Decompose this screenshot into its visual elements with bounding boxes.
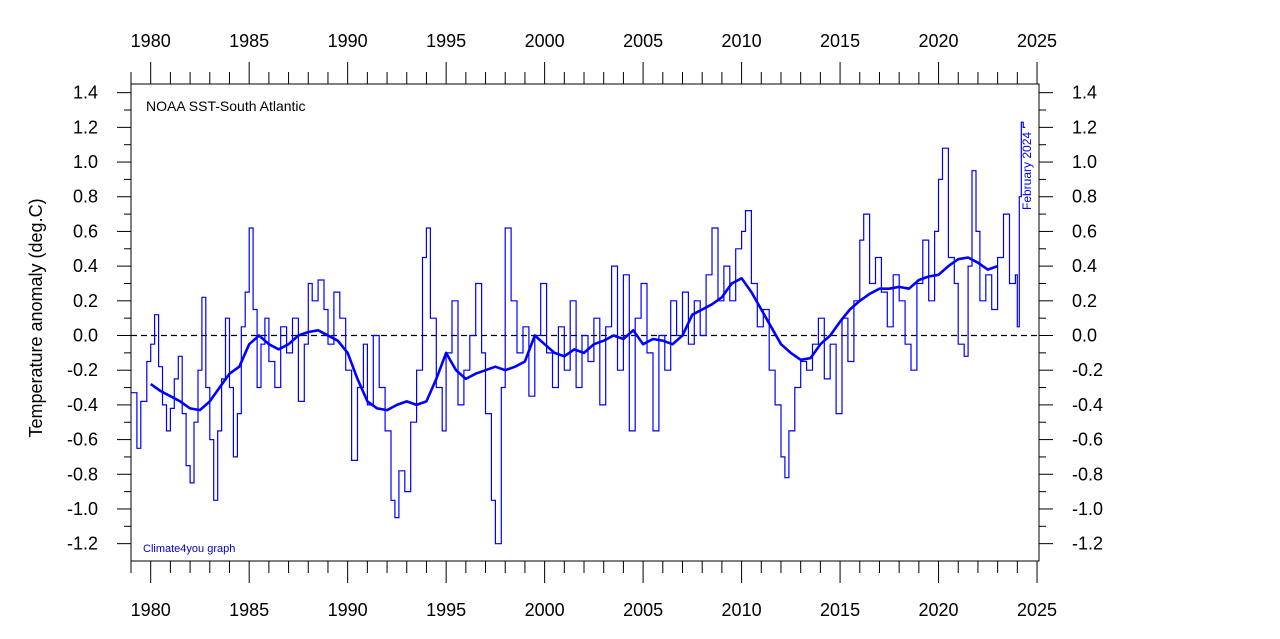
labels-layer: 1980 1980 1985 1985 1990 1990 1995 1995 2000 2000… (67, 31, 1103, 620)
series-layer (131, 121, 1039, 545)
x-tick-label-top: 2020 (919, 31, 959, 51)
x-tick-label-bottom: 1990 (328, 600, 368, 620)
x-tick-label-top: 2005 (623, 31, 663, 51)
x-tick-label-top: 2015 (820, 31, 860, 51)
x-tick-label-top: 1980 (131, 31, 171, 51)
x-tick-label-bottom: 2000 (525, 600, 565, 620)
y-axis-title: Temperature anomaly (deg.C) (26, 198, 46, 437)
y-tick-label-right: 0.4 (1072, 256, 1097, 276)
y-tick-label-left: 0.0 (73, 326, 98, 346)
x-tick-label-top: 2010 (722, 31, 762, 51)
y-tick-label-right: 0.0 (1072, 326, 1097, 346)
y-tick-label-right: -1.0 (1072, 499, 1103, 519)
y-tick-label-left: -1.2 (67, 534, 98, 554)
y-tick-label-right: -0.4 (1072, 395, 1103, 415)
y-tick-label-left: 0.6 (73, 221, 98, 241)
y-tick-label-right: -0.2 (1072, 360, 1103, 380)
x-tick-label-bottom: 1980 (131, 600, 171, 620)
y-tick-label-right: 1.2 (1072, 117, 1097, 137)
x-tick-label-bottom: 1995 (426, 600, 466, 620)
x-tick-label-top: 1985 (229, 31, 269, 51)
y-tick-label-right: 1.4 (1072, 83, 1097, 103)
y-tick-label-left: 1.0 (73, 152, 98, 172)
x-tick-label-bottom: 1985 (229, 600, 269, 620)
x-tick-label-top: 2025 (1017, 31, 1057, 51)
y-tick-label-right: 0.6 (1072, 221, 1097, 241)
y-tick-label-right: -1.2 (1072, 534, 1103, 554)
y-tick-label-left: 0.2 (73, 291, 98, 311)
x-tick-label-bottom: 2005 (623, 600, 663, 620)
y-tick-label-left: -0.2 (67, 360, 98, 380)
y-tick-label-right: 0.8 (1072, 187, 1097, 207)
x-tick-label-top: 1990 (328, 31, 368, 51)
y-tick-label-left: -0.8 (67, 464, 98, 484)
series-running-mean-line (149, 256, 999, 412)
x-tick-label-top: 2000 (525, 31, 565, 51)
y-tick-label-right: -0.6 (1072, 430, 1103, 450)
y-tick-label-left: -0.4 (67, 395, 98, 415)
x-tick-label-top: 1995 (426, 31, 466, 51)
x-tick-label-bottom: 2020 (919, 600, 959, 620)
credit-label: Climate4you graph (143, 543, 235, 555)
y-tick-label-left: -0.6 (67, 430, 98, 450)
chart-title: NOAA SST-South Atlantic (146, 98, 306, 114)
y-tick-label-left: 0.4 (73, 256, 98, 276)
y-tick-label-left: -1.0 (67, 499, 98, 519)
x-tick-label-bottom: 2015 (820, 600, 860, 620)
y-tick-label-right: 1.0 (1072, 152, 1097, 172)
x-tick-label-bottom: 2025 (1017, 600, 1057, 620)
ticks-layer (117, 62, 1053, 583)
y-tick-label-left: 1.2 (73, 117, 98, 137)
series-monthly-line (131, 121, 1026, 545)
y-tick-label-right: 0.2 (1072, 291, 1097, 311)
x-tick-label-bottom: 2010 (722, 600, 762, 620)
y-tick-label-right: -0.8 (1072, 464, 1103, 484)
y-tick-label-left: 0.8 (73, 187, 98, 207)
y-tick-label-left: 1.4 (73, 83, 98, 103)
annotation-label: February 2024 (1020, 132, 1034, 210)
plot-frame (130, 83, 1040, 562)
